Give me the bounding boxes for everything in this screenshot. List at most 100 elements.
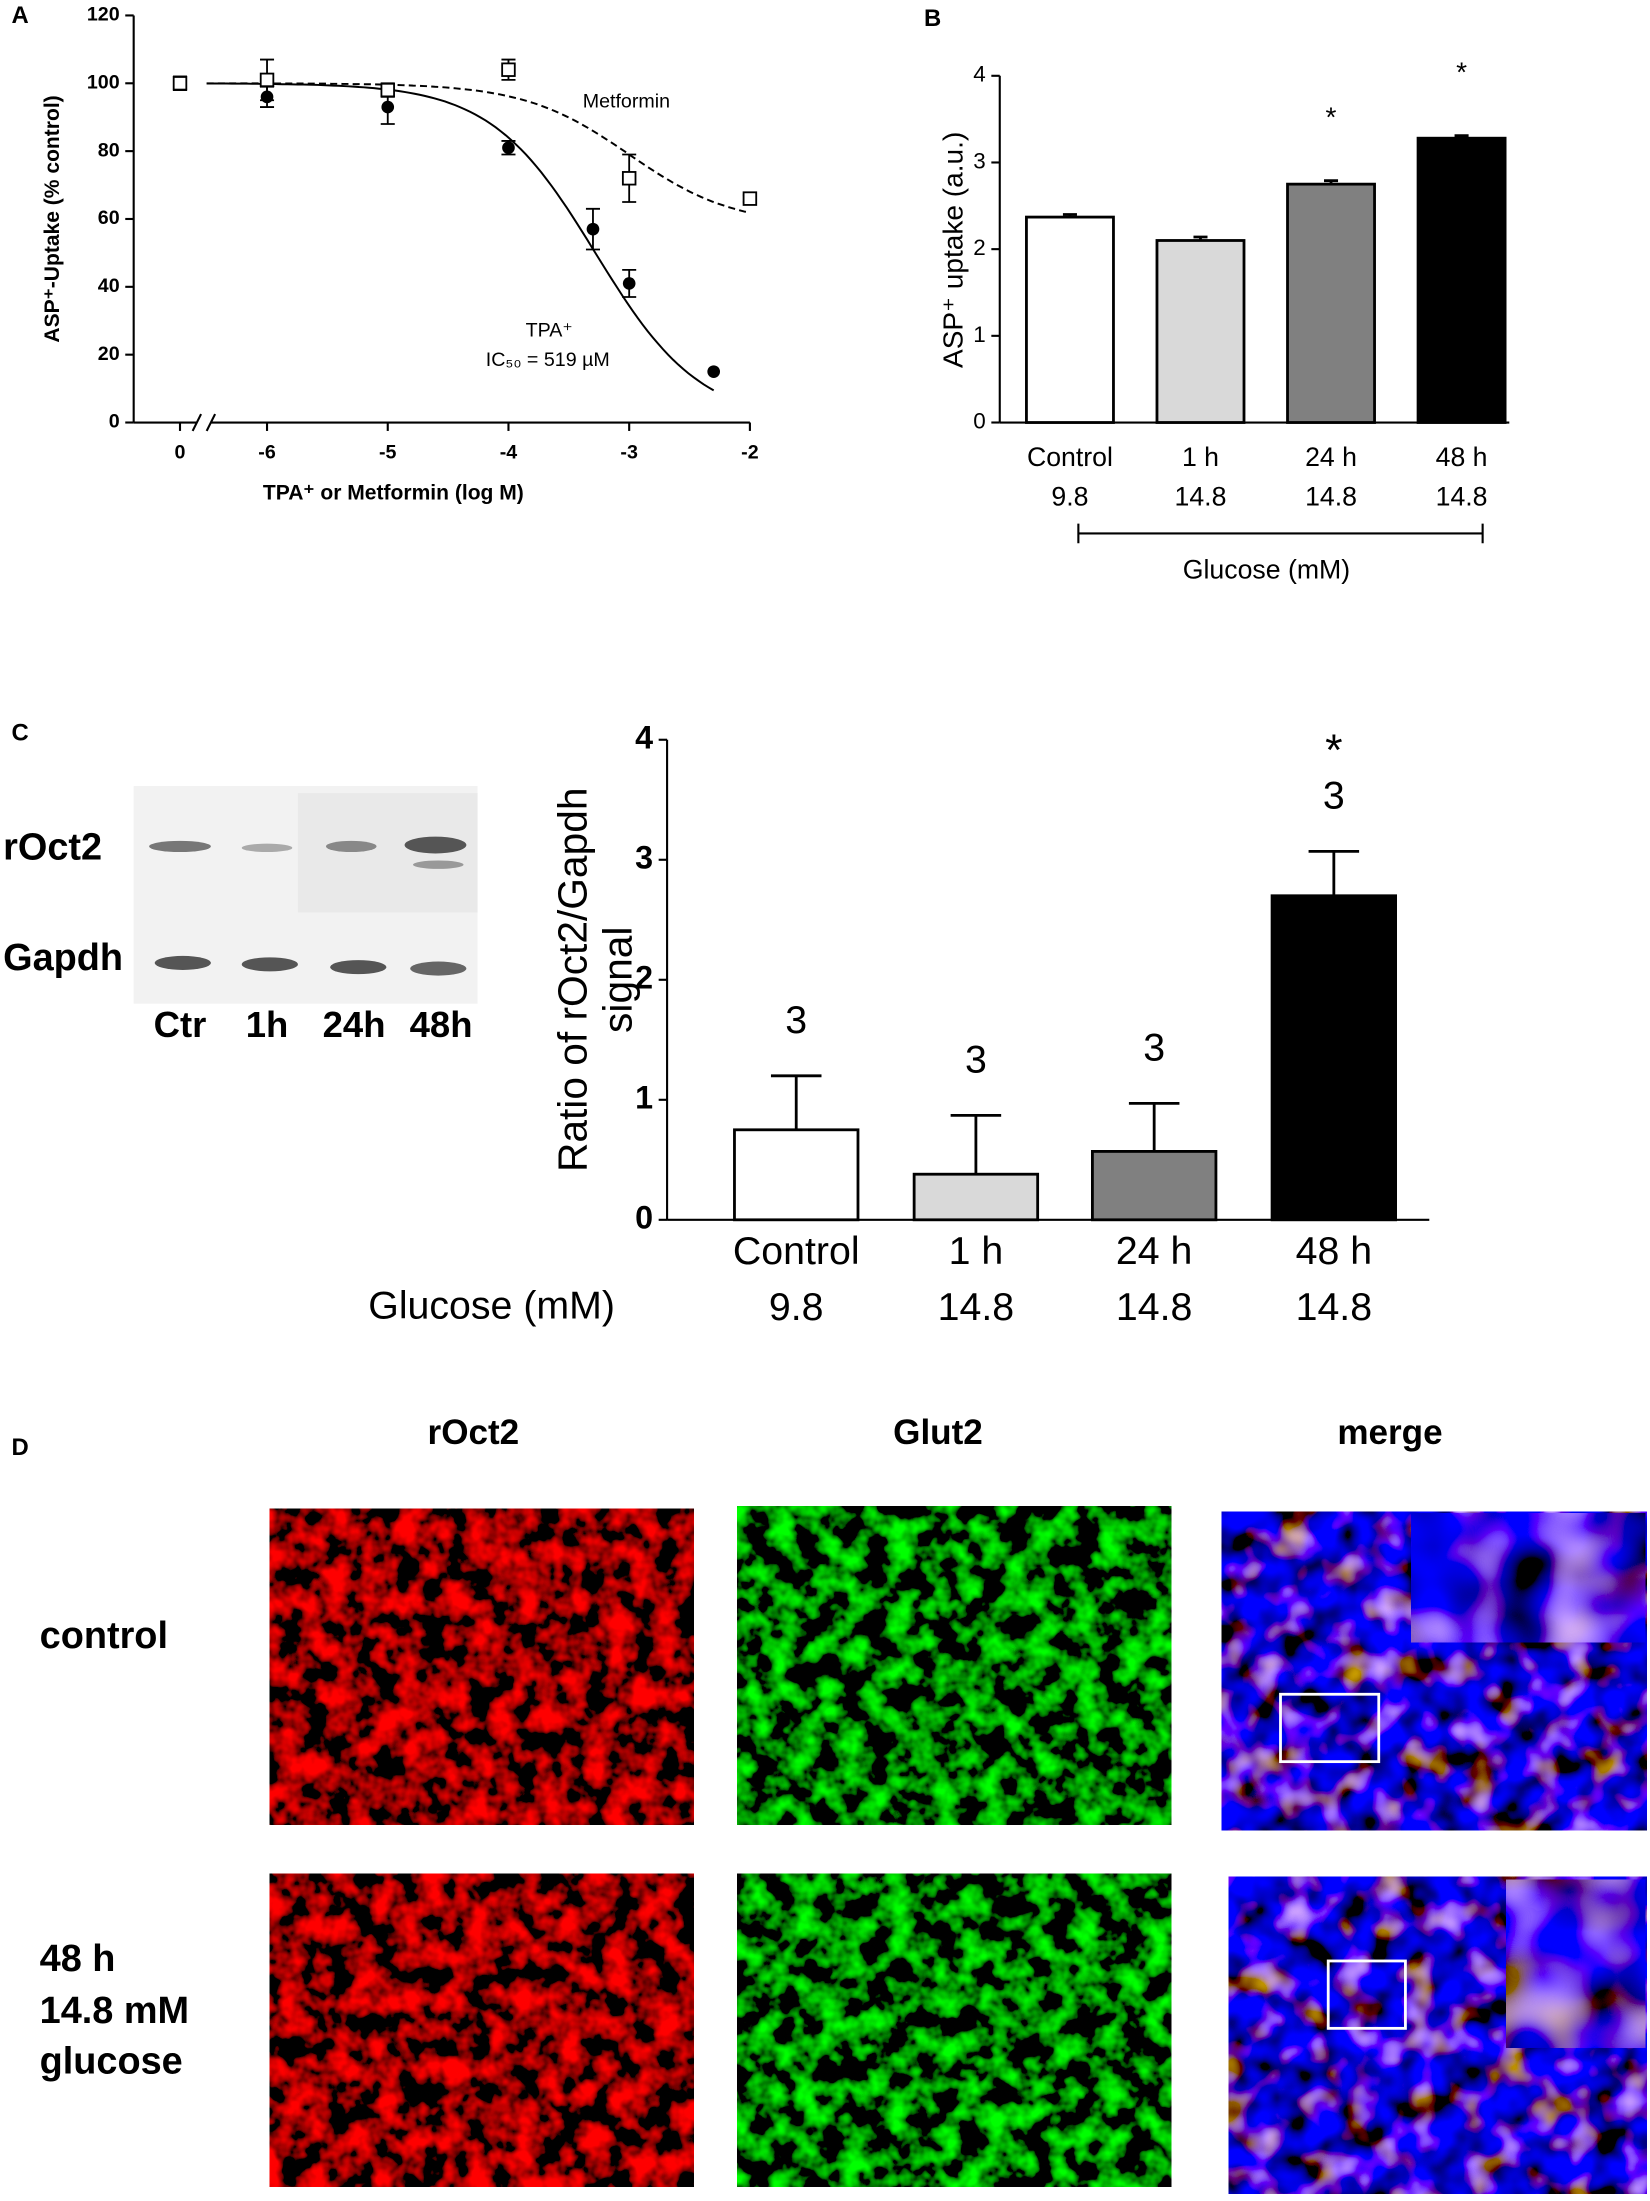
data-point bbox=[172, 76, 188, 91]
x-tick-label: 48 h bbox=[1436, 442, 1488, 472]
group-bracket bbox=[1077, 523, 1484, 544]
y-tick-label: 0 bbox=[109, 411, 120, 433]
x-tick-sublabel: 14.8 bbox=[1436, 481, 1488, 511]
axis-break bbox=[205, 413, 217, 432]
fit-curve bbox=[206, 82, 715, 392]
y-tick-label: 80 bbox=[98, 139, 120, 161]
x-tick-sublabel: 14.8 bbox=[1116, 1285, 1192, 1329]
data-point bbox=[586, 222, 600, 236]
micrographs bbox=[269, 1506, 1647, 2194]
y-tick-label: 40 bbox=[98, 275, 120, 297]
x-tick-label: 0 bbox=[175, 442, 186, 464]
y-axis-label: signal bbox=[595, 927, 641, 1033]
y-tick-label: 100 bbox=[87, 71, 120, 93]
bar bbox=[912, 1172, 1040, 1222]
bar bbox=[1416, 136, 1507, 424]
y-tick-label: 20 bbox=[98, 343, 120, 365]
blot-lane-label: 1h bbox=[246, 1004, 289, 1045]
x-tick-label: -4 bbox=[500, 442, 518, 464]
blot-lane-label: Ctr bbox=[154, 1004, 207, 1045]
y-tick-label: 3 bbox=[973, 148, 985, 173]
x-tick-label: -3 bbox=[620, 442, 638, 464]
row-label: 48 h bbox=[40, 1938, 116, 1980]
x-tick-label: -6 bbox=[258, 442, 276, 464]
error-bar bbox=[770, 1074, 822, 1130]
data-point bbox=[502, 141, 515, 155]
y-tick-label: 0 bbox=[635, 1199, 653, 1235]
row-label: control bbox=[40, 1615, 168, 1657]
y-tick-label: 120 bbox=[87, 4, 120, 26]
y-tick-label: 0 bbox=[973, 408, 985, 433]
x-tick-label: 24 h bbox=[1305, 442, 1357, 472]
n-label: 3 bbox=[785, 998, 807, 1042]
x-axis-label: TPA⁺ or Metformin (log M) bbox=[263, 482, 524, 505]
annotation: IC₅₀ = 519 µM bbox=[486, 349, 610, 371]
bar bbox=[1025, 215, 1115, 424]
panel-label: A bbox=[12, 2, 29, 29]
bar bbox=[1155, 239, 1246, 424]
panel-label: B bbox=[924, 5, 941, 32]
series-label: Metformin bbox=[583, 91, 670, 113]
group-label: Glucose (mM) bbox=[1183, 554, 1350, 584]
blot-lane-label: 48h bbox=[410, 1004, 473, 1045]
x-tick-label: 1 h bbox=[1182, 442, 1219, 472]
bar bbox=[733, 1128, 860, 1222]
x-tick-sublabel: 9.8 bbox=[769, 1285, 824, 1329]
x-tick-sublabel: 14.8 bbox=[1296, 1285, 1372, 1329]
x-tick-label: -5 bbox=[379, 442, 397, 464]
row-label: glucose bbox=[40, 2040, 183, 2082]
column-heading: rOct2 bbox=[428, 1413, 520, 1452]
y-tick-label: 4 bbox=[635, 719, 653, 755]
y-axis-label: ASP⁺-Uptake (% control) bbox=[41, 95, 64, 342]
panel-label: C bbox=[12, 719, 29, 746]
n-label: 3 bbox=[965, 1037, 987, 1081]
x-tick-label: Control bbox=[1027, 442, 1113, 472]
column-heading: Glut2 bbox=[893, 1413, 983, 1452]
blot-image bbox=[133, 786, 478, 1004]
data-point bbox=[501, 62, 516, 77]
x-tick-sublabel: 14.8 bbox=[938, 1285, 1014, 1329]
significance: * bbox=[1325, 724, 1342, 775]
y-axis-label: Ratio of rOct2/Gapdh bbox=[550, 788, 596, 1172]
error-bar bbox=[950, 1113, 1002, 1175]
data-point bbox=[707, 365, 721, 378]
y-tick-label: 1 bbox=[635, 1079, 653, 1115]
data-point bbox=[380, 82, 395, 98]
blot-lane-label: 24h bbox=[323, 1004, 386, 1045]
x-tick-label: 24 h bbox=[1116, 1229, 1192, 1273]
x-tick-sublabel: 14.8 bbox=[1175, 481, 1227, 511]
y-tick-label: 60 bbox=[98, 207, 120, 229]
x-tick-label: 48 h bbox=[1296, 1229, 1372, 1273]
significance: * bbox=[1326, 101, 1337, 132]
data-point bbox=[622, 277, 636, 290]
row-label: 14.8 mM bbox=[40, 1990, 189, 2032]
panel-label: D bbox=[12, 1434, 29, 1461]
n-label: 3 bbox=[1143, 1025, 1165, 1069]
x-tick-label: -2 bbox=[741, 442, 759, 464]
error-bar bbox=[1128, 1101, 1180, 1152]
series-label: TPA⁺ bbox=[526, 319, 573, 341]
x-tick-sublabel: 14.8 bbox=[1305, 481, 1357, 511]
data-point bbox=[742, 191, 758, 206]
x-tick-sublabel: 9.8 bbox=[1051, 481, 1088, 511]
significance: * bbox=[1456, 56, 1467, 87]
y-tick-label: 2 bbox=[635, 959, 653, 995]
y-axis-label: ASP⁺ uptake (a.u.) bbox=[937, 132, 968, 368]
data-point bbox=[259, 72, 275, 88]
bar bbox=[1091, 1150, 1218, 1222]
data-point bbox=[381, 100, 395, 114]
x-tick-label: Control bbox=[733, 1229, 860, 1273]
n-label: 3 bbox=[1323, 773, 1345, 817]
error-bar bbox=[1308, 849, 1360, 896]
bar bbox=[1270, 894, 1398, 1222]
x-tick-label: 1 h bbox=[949, 1229, 1004, 1273]
y-tick-label: 2 bbox=[973, 235, 985, 260]
group-label: Glucose (mM) bbox=[368, 1284, 615, 1328]
blot-row-label: rOct2 bbox=[3, 826, 102, 868]
bar bbox=[1286, 182, 1376, 424]
column-heading: merge bbox=[1337, 1413, 1442, 1452]
data-point bbox=[621, 171, 637, 186]
fit-curve bbox=[206, 82, 751, 214]
y-tick-label: 1 bbox=[973, 322, 985, 347]
